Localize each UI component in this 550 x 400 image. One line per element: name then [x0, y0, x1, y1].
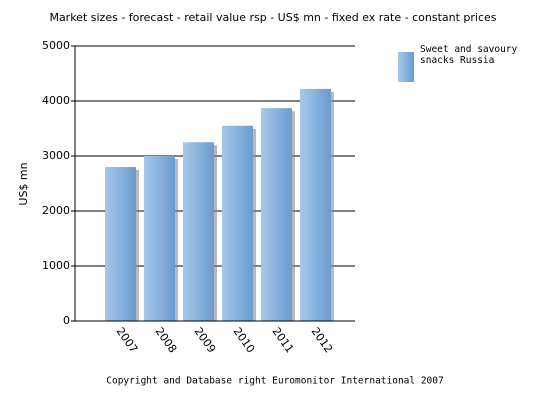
x-tick-label: 2009	[192, 325, 219, 355]
x-tick-label: 2007	[114, 325, 141, 355]
x-tick-label: 2011	[270, 325, 297, 355]
y-tick-label: 0	[63, 314, 70, 327]
legend-label: Sweet and savoury snacks Russia	[420, 44, 518, 66]
x-tick-label: 2008	[153, 325, 180, 355]
bar	[144, 156, 175, 321]
y-tick-label: 2000	[42, 204, 70, 217]
x-tick-label: 2010	[231, 325, 258, 355]
y-tick-label: 3000	[42, 149, 70, 162]
y-axis-label: US$ mn	[17, 162, 30, 205]
bar	[222, 125, 253, 321]
footer: Copyright and Database right Euromonitor…	[106, 376, 443, 387]
bar	[261, 108, 292, 322]
y-tick-label: 1000	[42, 259, 70, 272]
y-tick-label: 5000	[42, 39, 70, 52]
bar	[183, 142, 214, 321]
chart-title: Market sizes - forecast - retail value r…	[49, 11, 496, 24]
x-tick-label: 2012	[309, 325, 336, 355]
bar	[300, 88, 331, 322]
y-tick-label: 4000	[42, 94, 70, 107]
bar	[105, 167, 136, 321]
legend-swatch	[398, 52, 414, 82]
